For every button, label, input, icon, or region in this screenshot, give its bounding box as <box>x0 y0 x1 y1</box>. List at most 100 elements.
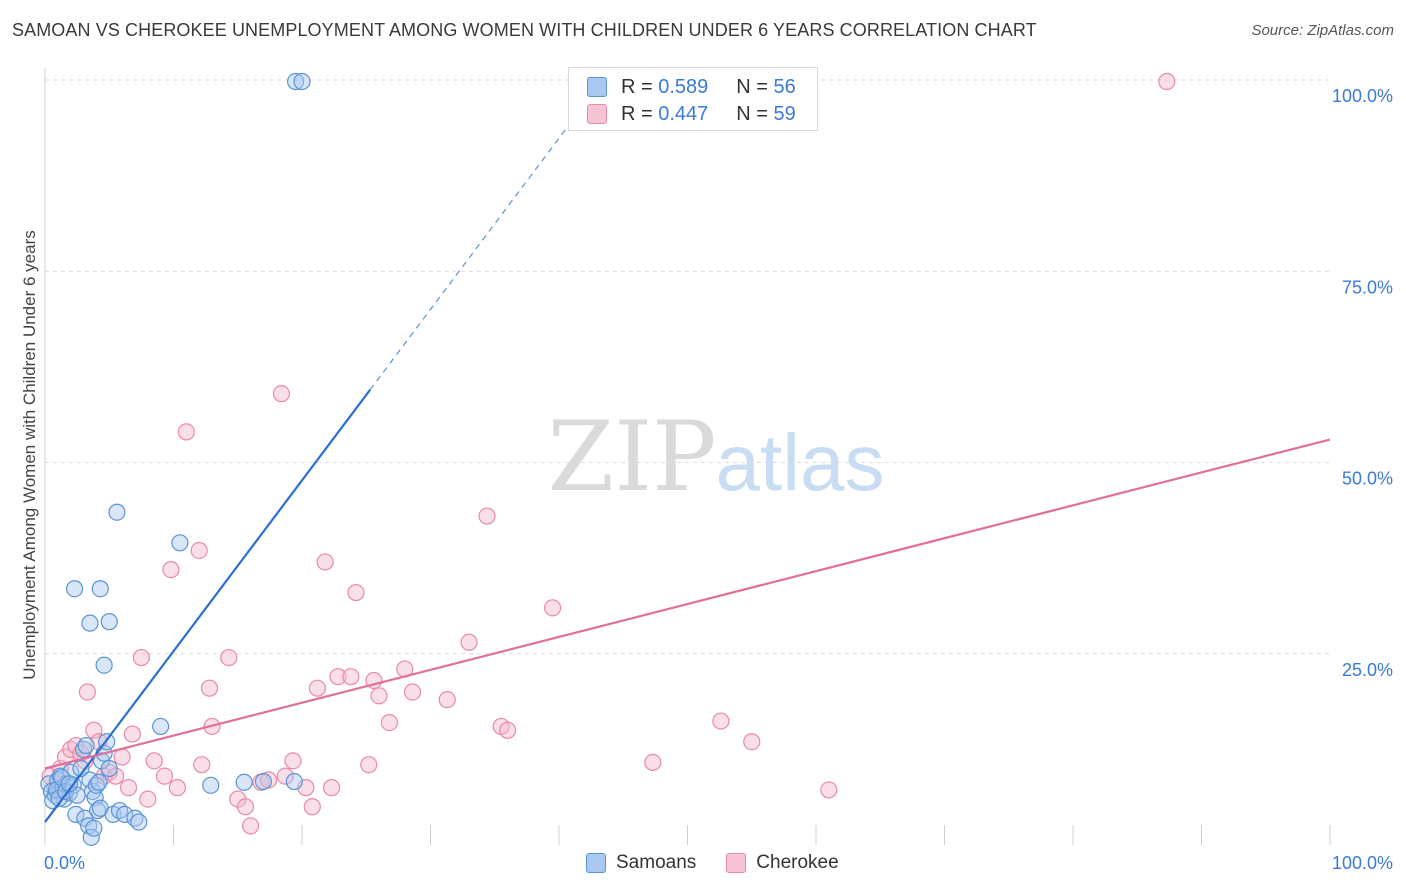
point-cherokee <box>78 683 97 701</box>
point-samoans <box>91 580 109 598</box>
point-cherokee <box>499 721 517 739</box>
point-samoans <box>50 789 68 807</box>
point-samoans <box>72 759 90 778</box>
point-samoans <box>171 534 189 552</box>
legend-n-label: N = <box>736 75 768 98</box>
point-cherokee <box>272 385 291 403</box>
point-samoans <box>108 503 126 521</box>
point-samoans <box>100 759 118 778</box>
point-cherokee <box>316 553 334 571</box>
y-tick-label: 75.0% <box>1342 277 1393 297</box>
series-samoans <box>40 72 311 846</box>
point-cherokee <box>236 798 255 816</box>
point-samoans <box>152 717 170 736</box>
point-cherokee <box>322 779 341 797</box>
point-samoans <box>202 776 220 794</box>
legend-n-value: 56 <box>773 75 796 98</box>
point-samoans <box>293 72 311 91</box>
legend-item-samoans[interactable]: Samoans <box>586 852 696 874</box>
point-cherokee <box>284 752 302 770</box>
point-cherokee <box>200 679 219 697</box>
tick-labels: 25.0% 50.0% 75.0% 100.0% 0.0% 100.0% <box>44 86 1393 873</box>
trend-line-samoans-extension <box>369 79 604 391</box>
legend-r-label: R = <box>621 102 653 125</box>
point-cherokee <box>303 798 321 816</box>
watermark-atlas: atlas <box>716 418 885 507</box>
legend-label-cherokee: Cherokee <box>756 852 839 873</box>
series-legend: Samoans Cherokee <box>586 852 869 874</box>
legend-r-value: 0.589 <box>658 75 709 98</box>
point-cherokee <box>329 668 347 686</box>
point-cherokee <box>478 507 496 525</box>
point-cherokee <box>543 599 562 617</box>
point-cherokee <box>177 423 195 441</box>
point-samoans <box>60 775 79 793</box>
point-samoans <box>235 773 253 791</box>
y-axis-label: Unemployment Among Women with Children U… <box>20 230 39 679</box>
point-cherokee <box>1158 72 1176 91</box>
point-cherokee <box>123 725 141 743</box>
x-tick-label: 100.0% <box>1332 853 1393 873</box>
legend-r-value: 0.447 <box>658 102 709 125</box>
point-samoans <box>286 72 305 91</box>
watermark-zip: ZIP <box>547 401 716 513</box>
point-cherokee <box>644 753 662 771</box>
watermark: ZIP atlas <box>547 401 884 513</box>
stats-legend: R = 0.589 N = 56 R = 0.447 N = 59 <box>568 67 818 131</box>
legend-swatch-cherokee <box>726 853 747 873</box>
point-cherokee <box>193 756 211 774</box>
point-cherokee <box>370 687 388 705</box>
legend-row-cherokee: R = 0.447 N = 59 <box>587 101 796 127</box>
point-samoans <box>85 819 103 837</box>
point-cherokee <box>820 781 838 799</box>
point-samoans <box>87 776 106 794</box>
legend-swatch-samoans <box>586 853 606 873</box>
point-cherokee <box>743 733 761 751</box>
point-cherokee <box>380 713 398 732</box>
point-cherokee <box>276 767 294 785</box>
point-samoans <box>95 656 113 674</box>
axes <box>44 68 1331 845</box>
point-samoans <box>77 736 95 755</box>
trend-line-samoans <box>44 389 371 823</box>
y-tick-label: 100.0% <box>1332 86 1393 106</box>
grid <box>45 79 1330 655</box>
point-cherokee <box>155 767 174 785</box>
legend-item-cherokee[interactable]: Cherokee <box>726 852 839 874</box>
point-samoans <box>254 772 273 791</box>
point-cherokee <box>220 648 238 667</box>
y-tick-label: 25.0% <box>1342 660 1393 680</box>
point-cherokee <box>347 583 365 602</box>
point-samoans <box>81 614 99 632</box>
legend-swatch-cherokee <box>587 104 607 124</box>
point-samoans <box>116 805 134 824</box>
point-cherokee <box>139 790 157 808</box>
point-cherokee <box>460 633 478 651</box>
source-label: Source: ZipAtlas.com <box>1251 22 1394 39</box>
point-cherokee <box>712 712 730 730</box>
point-samoans <box>90 773 108 791</box>
point-cherokee <box>162 560 180 579</box>
y-tick-label: 50.0% <box>1342 469 1393 489</box>
point-samoans <box>130 813 148 831</box>
legend-swatch-samoans <box>587 77 607 97</box>
legend-row-samoans: R = 0.589 N = 56 <box>587 74 796 100</box>
point-samoans <box>67 805 85 824</box>
chart-title: SAMOAN VS CHEROKEE UNEMPLOYMENT AMONG WO… <box>12 20 1037 40</box>
point-cherokee <box>168 779 186 797</box>
x-tick-label: 0.0% <box>44 853 85 873</box>
point-cherokee <box>360 756 378 774</box>
point-cherokee <box>403 683 422 701</box>
trend-lines <box>44 79 1331 823</box>
point-cherokee <box>145 752 163 770</box>
point-cherokee <box>242 817 260 835</box>
point-cherokee <box>132 648 150 667</box>
legend-label-samoans: Samoans <box>616 852 697 873</box>
point-cherokee <box>113 748 131 766</box>
point-samoans <box>285 772 303 791</box>
point-cherokee <box>342 668 360 686</box>
point-cherokee <box>438 691 456 709</box>
point-cherokee <box>119 779 138 797</box>
legend-n-value: 59 <box>773 102 796 125</box>
